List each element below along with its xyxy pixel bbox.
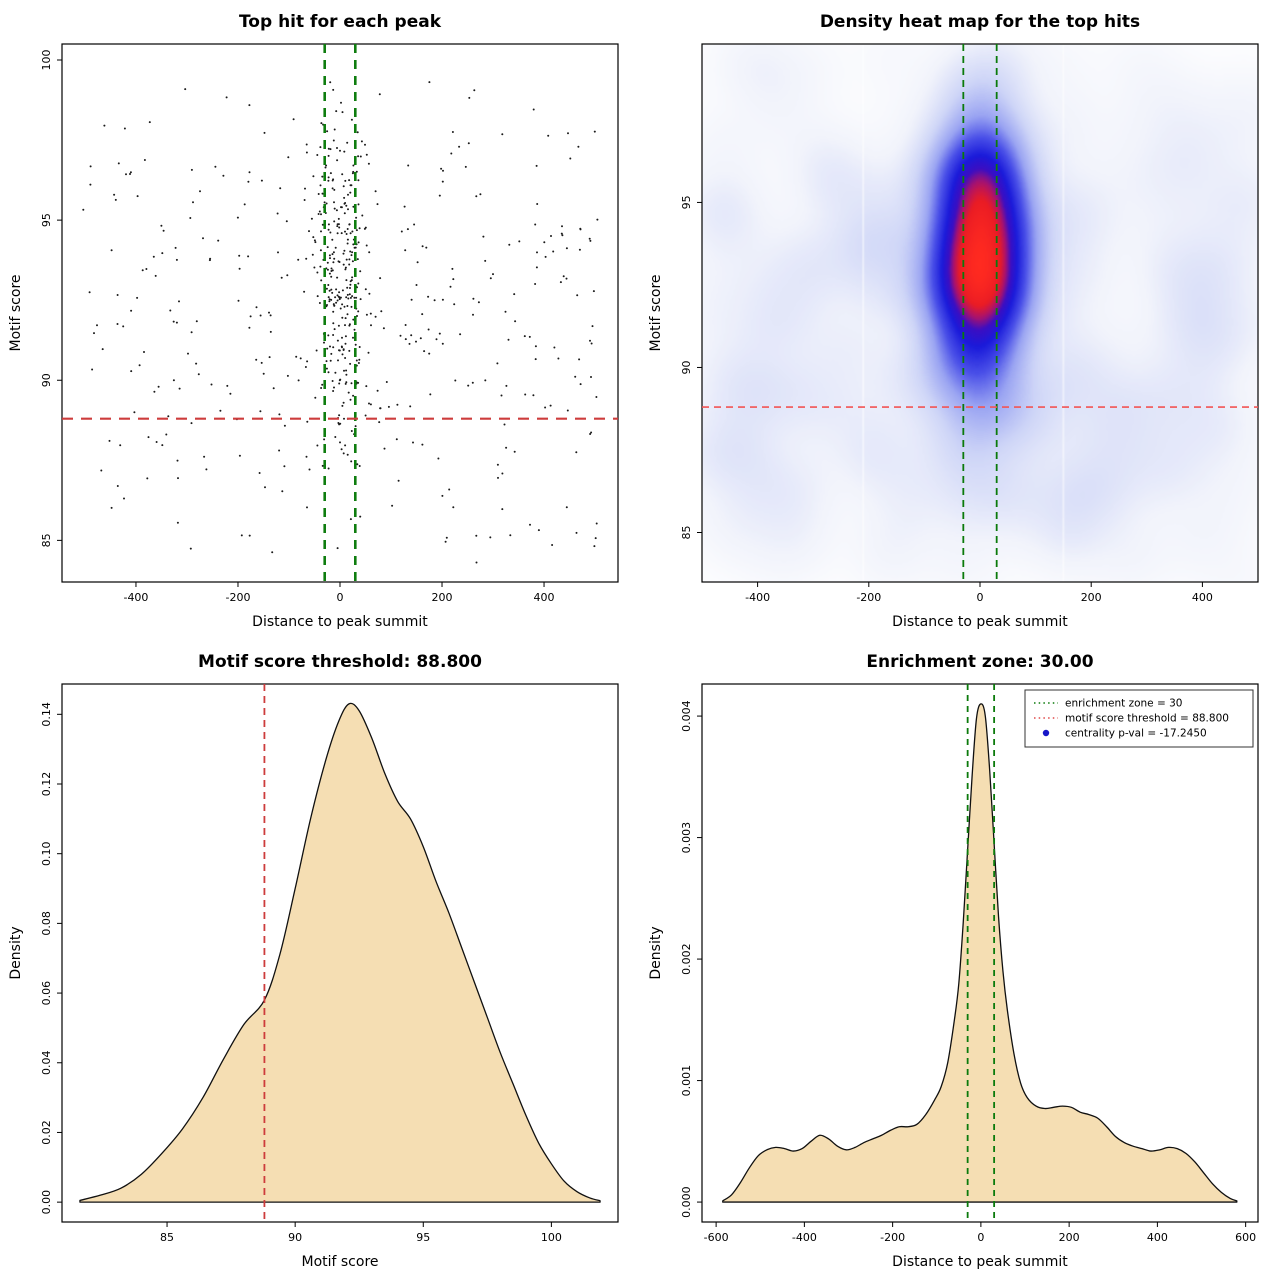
svg-text:0.002: 0.002: [680, 943, 693, 975]
score-density-plot-svg: 85 90 95 100 0.00 0.02 0.04 0.06 0.08 0.10 0.12 0.1…: [8, 683, 619, 1270]
svg-text:-400: -400: [792, 1231, 817, 1244]
svg-text:enrichment zone = 30: enrichment zone = 30: [1065, 698, 1182, 710]
svg-text:0.14: 0.14: [40, 702, 53, 727]
heatmap-plot-svg: -400 -200 0 200 400 85 90 95 Distance to peak su…: [648, 43, 1259, 630]
svg-text:0.06: 0.06: [40, 981, 53, 1006]
svg-text:Distance to peak summit: Distance to peak summit: [252, 614, 428, 630]
svg-text:-200: -200: [880, 1231, 905, 1244]
svg-text:motif score threshold = 88.800: motif score threshold = 88.800: [1065, 713, 1229, 725]
svg-text:600: 600: [1235, 1231, 1256, 1244]
svg-text:200: 200: [1059, 1231, 1080, 1244]
panel-motif-score-density: Motif score threshold: 88.800 85 90 95 100 0…: [0, 640, 640, 1280]
svg-text:0.003: 0.003: [680, 822, 693, 854]
svg-text:-600: -600: [704, 1231, 729, 1244]
heatmap-title: Density heat map for the top hits: [819, 12, 1141, 32]
svg-text:0.04: 0.04: [40, 1051, 53, 1076]
svg-text:-200: -200: [225, 591, 250, 604]
svg-text:0.001: 0.001: [680, 1065, 693, 1097]
svg-text:90: 90: [288, 1231, 302, 1244]
svg-text:95: 95: [40, 213, 53, 227]
svg-text:200: 200: [1081, 591, 1102, 604]
svg-text:95: 95: [416, 1231, 430, 1244]
score-density-title: Motif score threshold: 88.800: [198, 652, 482, 672]
svg-text:0.000: 0.000: [680, 1186, 693, 1218]
svg-text:Density: Density: [648, 926, 664, 979]
svg-text:Distance to peak summit: Distance to peak summit: [892, 1254, 1068, 1270]
svg-text:0.004: 0.004: [680, 700, 693, 732]
svg-text:400: 400: [534, 591, 555, 604]
svg-text:200: 200: [432, 591, 453, 604]
svg-text:Motif score: Motif score: [8, 274, 24, 351]
panel-density-heatmap: Density heat map for the top hits -400 -2…: [640, 0, 1280, 640]
svg-text:Distance to peak summit: Distance to peak summit: [892, 614, 1068, 630]
svg-text:Motif score: Motif score: [301, 1254, 378, 1270]
svg-text:0.00: 0.00: [40, 1190, 53, 1215]
svg-text:0: 0: [977, 1231, 984, 1244]
svg-text:85: 85: [160, 1231, 174, 1244]
enrichment-density-plot-svg: -600 -400 -200 0 200 400 600 0.000 0.001 0.002 0.0…: [648, 683, 1259, 1270]
svg-text:0: 0: [977, 591, 984, 604]
svg-text:400: 400: [1147, 1231, 1168, 1244]
svg-text:90: 90: [40, 373, 53, 387]
svg-text:85: 85: [680, 525, 693, 539]
svg-text:0.12: 0.12: [40, 772, 53, 797]
svg-text:95: 95: [680, 195, 693, 209]
scatter-title: Top hit for each peak: [238, 12, 442, 32]
svg-text:-400: -400: [123, 591, 148, 604]
svg-text:Density: Density: [8, 926, 24, 979]
panel-enrichment-density: Enrichment zone: 30.00 -600 -400 -200 0 200 4…: [640, 640, 1280, 1280]
svg-text:0.08: 0.08: [40, 911, 53, 936]
scatter-plot-svg: -400 -200 0 200 400 85 90 95 100 Distance to peak…: [8, 43, 619, 630]
svg-text:90: 90: [680, 360, 693, 374]
heatmap-canvas: [702, 44, 1258, 582]
svg-text:85: 85: [40, 533, 53, 547]
svg-text:Motif score: Motif score: [648, 274, 664, 351]
svg-text:100: 100: [40, 50, 53, 71]
svg-text:0: 0: [337, 591, 344, 604]
svg-text:0.02: 0.02: [40, 1120, 53, 1145]
svg-text:-200: -200: [856, 591, 881, 604]
svg-text:centrality p-val = -17.2450: centrality p-val = -17.2450: [1065, 728, 1207, 740]
svg-text:100: 100: [541, 1231, 562, 1244]
svg-text:0.10: 0.10: [40, 841, 53, 866]
panel-top-hit-scatter: Top hit for each peak -400 -200 0 200 400 85 9…: [0, 0, 640, 640]
svg-text:-400: -400: [745, 591, 770, 604]
svg-text:400: 400: [1192, 591, 1213, 604]
enrichment-density-title: Enrichment zone: 30.00: [866, 652, 1094, 672]
